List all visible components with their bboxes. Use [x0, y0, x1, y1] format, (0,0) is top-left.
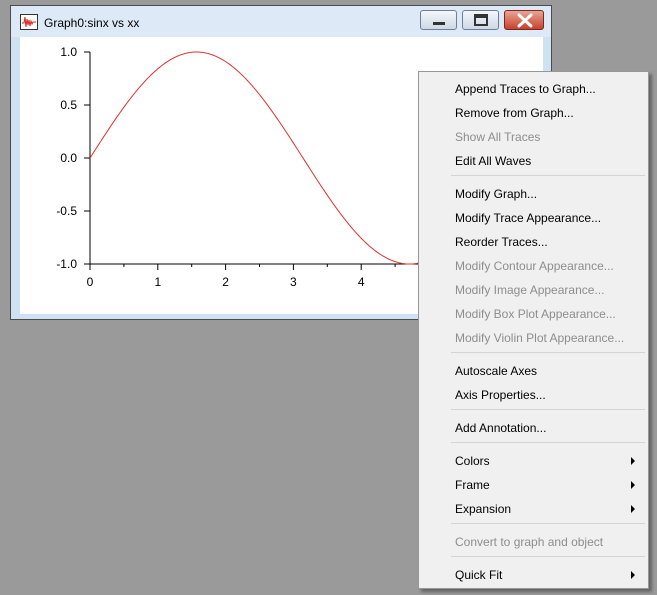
menu-separator — [451, 523, 645, 524]
menu-item-label: Modify Contour Appearance... — [455, 259, 614, 273]
menu-item-colors[interactable]: Colors — [419, 449, 648, 473]
menu-separator — [451, 409, 645, 410]
menu-item-label: Autoscale Axes — [455, 364, 538, 378]
menu-item-label: Edit All Waves — [455, 154, 532, 168]
menu-separator — [451, 556, 645, 557]
menu-item-modify-graph[interactable]: Modify Graph... — [419, 182, 648, 206]
context-menu: Append Traces to Graph... Remove from Gra… — [418, 71, 649, 589]
submenu-arrow-icon — [631, 481, 635, 489]
window-title: Graph0:sinx vs xx — [44, 16, 140, 30]
menu-item-frame[interactable]: Frame — [419, 473, 648, 497]
menu-item-label: Modify Violin Plot Appearance... — [455, 331, 625, 345]
maximize-icon — [474, 14, 488, 26]
maximize-button[interactable] — [462, 10, 499, 30]
submenu-arrow-icon — [631, 505, 635, 513]
menu-item-label: Convert to graph and object — [455, 535, 604, 549]
menu-item-label: Modify Trace Appearance... — [455, 211, 602, 225]
menu-item-reorder-traces[interactable]: Reorder Traces... — [419, 230, 648, 254]
menu-item-axis-properties[interactable]: Axis Properties... — [419, 383, 648, 407]
x-tick-label: 3 — [290, 275, 297, 289]
menu-item-label: Modify Box Plot Appearance... — [455, 307, 616, 321]
menu-item-show-all-traces: Show All Traces — [419, 125, 648, 149]
x-tick-label: 0 — [87, 275, 94, 289]
y-tick-label: 1.0 — [60, 45, 77, 59]
menu-item-label: Quick Fit — [455, 568, 503, 582]
menu-item-label: Append Traces to Graph... — [455, 82, 596, 96]
y-tick-label: 0.5 — [60, 98, 77, 112]
y-tick-label: -0.5 — [56, 204, 77, 218]
x-tick-label: 2 — [222, 275, 229, 289]
window-titlebar[interactable]: Graph0:sinx vs xx — [11, 6, 551, 37]
graph-app-icon — [20, 14, 38, 30]
submenu-arrow-icon — [631, 571, 635, 579]
menu-item-modify-image-appearance: Modify Image Appearance... — [419, 278, 648, 302]
menu-item-edit-all-waves[interactable]: Edit All Waves — [419, 149, 648, 173]
close-button[interactable] — [504, 10, 544, 30]
menu-item-add-annotation[interactable]: Add Annotation... — [419, 416, 648, 440]
y-tick-label: -1.0 — [56, 257, 77, 271]
menu-item-label: Reorder Traces... — [455, 235, 548, 249]
menu-item-modify-trace-appearance[interactable]: Modify Trace Appearance... — [419, 206, 648, 230]
menu-item-label: Expansion — [455, 502, 512, 516]
menu-item-modify-violin-plot-appearance: Modify Violin Plot Appearance... — [419, 326, 648, 350]
menu-item-modify-box-plot-appearance: Modify Box Plot Appearance... — [419, 302, 648, 326]
menu-item-label: Frame — [455, 478, 490, 492]
close-icon — [517, 13, 533, 28]
menu-separator — [451, 175, 645, 176]
menu-item-expansion[interactable]: Expansion — [419, 497, 648, 521]
minimize-icon — [433, 22, 445, 25]
menu-item-label: Show All Traces — [455, 130, 541, 144]
submenu-arrow-icon — [631, 457, 635, 465]
menu-item-remove-from-graph[interactable]: Remove from Graph... — [419, 101, 648, 125]
minimize-button[interactable] — [420, 10, 457, 30]
x-tick-label: 4 — [358, 275, 365, 289]
sine-chart[interactable]: 1.0 0.5 0.0 -0.5 -1.0 0 1 2 3 4 — [20, 37, 543, 314]
menu-item-quick-fit[interactable]: Quick Fit — [419, 563, 648, 587]
y-tick-label: 0.0 — [60, 151, 77, 165]
menu-item-append-traces-to-graph[interactable]: Append Traces to Graph... — [419, 77, 648, 101]
menu-item-convert-to-graph-and-object: Convert to graph and object — [419, 530, 648, 554]
menu-item-label: Remove from Graph... — [455, 106, 574, 120]
menu-item-label: Add Annotation... — [455, 421, 547, 435]
menu-item-autoscale-axes[interactable]: Autoscale Axes — [419, 359, 648, 383]
x-tick-label: 1 — [154, 275, 161, 289]
menu-item-modify-contour-appearance: Modify Contour Appearance... — [419, 254, 648, 278]
menu-item-label: Modify Image Appearance... — [455, 283, 605, 297]
menu-item-label: Axis Properties... — [455, 388, 546, 402]
menu-separator — [451, 352, 645, 353]
menu-separator — [451, 442, 645, 443]
menu-item-label: Colors — [455, 454, 490, 468]
menu-item-label: Modify Graph... — [455, 187, 538, 201]
